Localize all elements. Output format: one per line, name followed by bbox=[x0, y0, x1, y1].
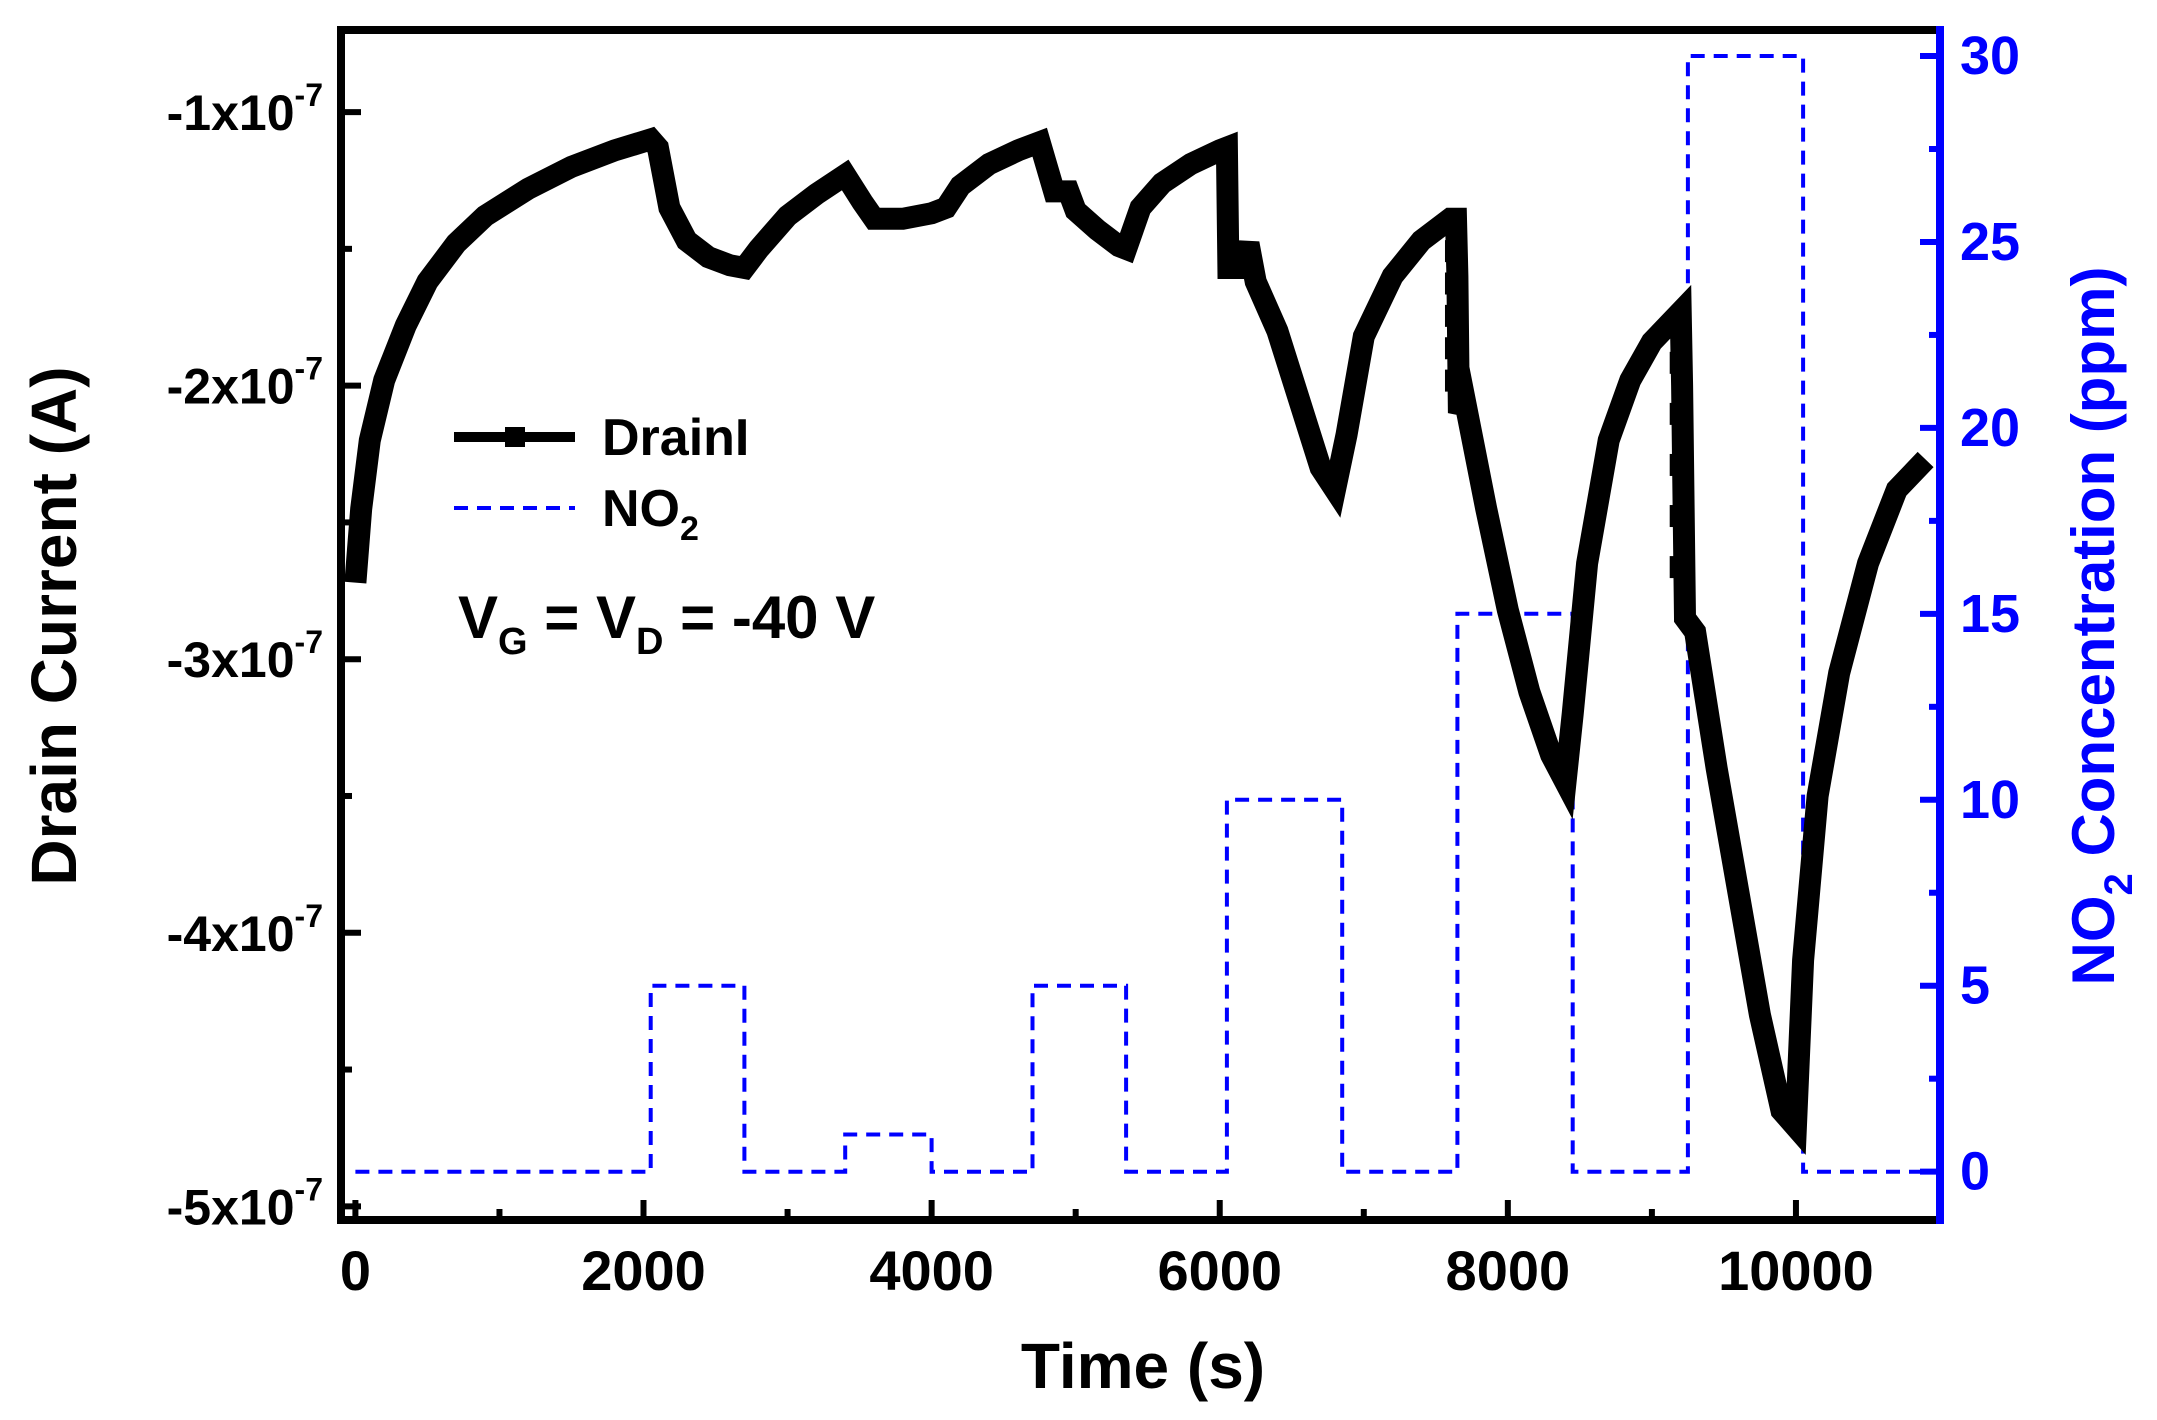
y-left-tick-label: -5x10-7 bbox=[167, 1171, 323, 1235]
x-tick-label: 2000 bbox=[581, 1239, 706, 1302]
y-left-tick-label: -1x10-7 bbox=[167, 77, 323, 141]
legend-drain-marker bbox=[505, 427, 525, 447]
bias-annotation: VG = VD = -40 V bbox=[458, 584, 875, 663]
x-axis-label: Time (s) bbox=[1021, 1330, 1265, 1402]
legend-drain-label: DrainI bbox=[602, 409, 749, 467]
y-right-tick-label: 20 bbox=[1960, 398, 2020, 458]
series-line-drain-segment-0 bbox=[344, 126, 1934, 1155]
series-marker-drain bbox=[1669, 351, 1692, 374]
y-right-tick-label: 10 bbox=[1960, 770, 2020, 830]
x-tick-label: 4000 bbox=[869, 1239, 994, 1302]
series-marker-drain bbox=[1669, 505, 1692, 528]
series-marker-drain bbox=[1444, 240, 1467, 263]
y-right-tick-label: 5 bbox=[1960, 956, 1990, 1016]
series-marker-drain bbox=[1669, 402, 1692, 425]
legend: DrainI NO2 bbox=[454, 409, 749, 548]
series-marker-drain bbox=[1669, 453, 1692, 476]
y-right-tick-label: 0 bbox=[1960, 1142, 1990, 1202]
y-axis-label-right: NO2 Concentration (ppm) bbox=[2060, 267, 2141, 986]
y-left-tick-label: -2x10-7 bbox=[167, 351, 323, 415]
series-marker-drain bbox=[1444, 272, 1467, 295]
series-marker-drain bbox=[1444, 337, 1467, 360]
x-tick-label: 10000 bbox=[1718, 1239, 1874, 1302]
y-right-tick-label: 30 bbox=[1960, 26, 2020, 86]
legend-no2-label: NO2 bbox=[602, 480, 699, 548]
x-tick-label: 6000 bbox=[1157, 1239, 1282, 1302]
series-marker-drain bbox=[1444, 304, 1467, 327]
y-left-tick-label: -4x10-7 bbox=[167, 898, 323, 962]
x-tick-label: 0 bbox=[340, 1239, 371, 1302]
series-line-no2 bbox=[355, 54, 1926, 1174]
series-marker-drain bbox=[1669, 556, 1692, 579]
y-left-tick-label: -3x10-7 bbox=[167, 624, 323, 688]
x-tick-label: 8000 bbox=[1446, 1239, 1571, 1302]
y-right-tick-label: 25 bbox=[1960, 212, 2020, 272]
y-axis-label-left: Drain Current (A) bbox=[18, 366, 90, 885]
y-right-tick-label: 15 bbox=[1960, 584, 2020, 644]
series-marker-drain bbox=[1444, 369, 1467, 392]
